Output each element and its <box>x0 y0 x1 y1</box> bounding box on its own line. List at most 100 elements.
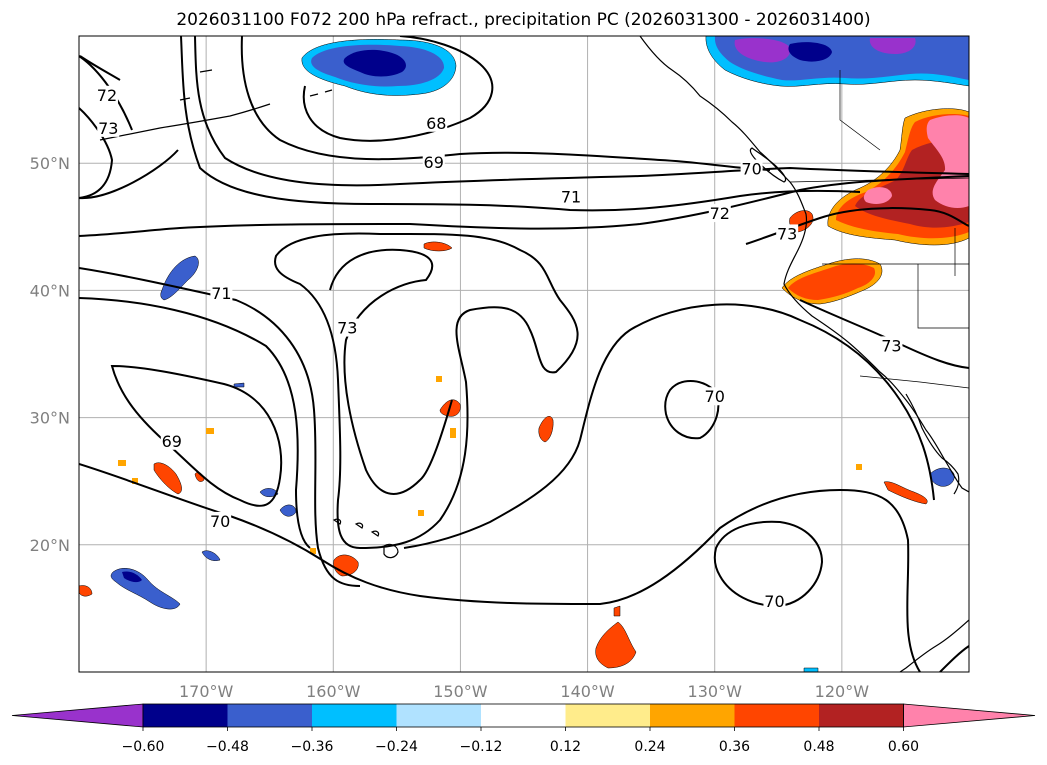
colorbar-tick-label: 0.60 <box>888 739 919 755</box>
colorbar-labels: −0.60 −0.48 −0.36 −0.24 −0.12 0.12 0.24 0.36 0.4… <box>122 727 919 755</box>
precip-negative-areas <box>110 36 969 672</box>
coast-baja <box>905 393 960 495</box>
contour-label-bg <box>703 387 726 406</box>
map-frame <box>78 35 970 673</box>
lon-tick-label: 130°W <box>688 682 743 701</box>
contour-72-west <box>79 107 114 199</box>
precip-area-central-pacific-north <box>160 255 199 301</box>
border-us-mexico <box>859 375 969 389</box>
colorbar-tick-label: 0.12 <box>550 739 581 755</box>
latitude-labels: 50°N 40°N 30°N 20°N <box>30 154 70 555</box>
colorbar-segment <box>312 704 397 727</box>
contour-label: 73 <box>337 319 357 338</box>
contour-label-bg <box>560 187 583 206</box>
precip-area-south-center-2 <box>613 605 621 617</box>
precip-area-dot-g <box>206 428 214 434</box>
precip-positive-areas <box>79 108 969 669</box>
precip-area-dot-l <box>856 464 862 470</box>
precip-area-baja <box>929 467 955 487</box>
lon-tick-label: 160°W <box>306 682 361 701</box>
colorbar-tick-label: 0.36 <box>719 739 750 755</box>
contour-label: 70 <box>705 387 725 406</box>
colorbar-segment <box>650 704 735 727</box>
precip-area-dot-k <box>418 510 424 516</box>
contour-70-southwest <box>79 463 921 672</box>
precip-area-gulf-alaska-deep <box>343 49 406 77</box>
contour-label: 68 <box>426 114 446 133</box>
map-background <box>79 36 969 672</box>
precip-area-hawaii-east-2 <box>538 416 554 443</box>
longitude-labels: 170°W 160°W 150°W 140°W 130°W 120°W <box>179 682 869 701</box>
colorbar-extend-high <box>903 703 1036 728</box>
contour-label: 72 <box>710 204 730 223</box>
colorbar-tick-label: −0.12 <box>460 739 503 755</box>
contour-label: 69 <box>424 153 444 172</box>
colorbar-tick-label: 0.48 <box>803 739 834 755</box>
contour-label: 71 <box>561 188 581 207</box>
contour-70-south-closed <box>713 520 824 608</box>
lat-tick-label: 40°N <box>30 281 70 300</box>
lat-tick-label: 20°N <box>30 536 70 555</box>
contour-label: 73 <box>881 336 901 355</box>
colorbar-tick-label: −0.60 <box>122 739 165 755</box>
contour-71-north <box>180 36 861 212</box>
precip-area-dot-e <box>118 460 126 466</box>
precip-area-nw-canada-purple-2 <box>869 38 916 54</box>
contour-label: 71 <box>211 284 231 303</box>
contour-73-inner <box>329 248 453 495</box>
lat-tick-label: 30°N <box>30 409 70 428</box>
contour-label: 73 <box>777 224 797 243</box>
contour-70-se-edge <box>939 645 969 672</box>
colorbar-extend-low <box>11 703 144 728</box>
precip-area-us-west-pink-2 <box>863 187 892 204</box>
contour-label-bg <box>336 318 359 337</box>
precip-area-dot-j <box>450 428 456 438</box>
precip-area-bottom-right <box>803 667 819 672</box>
contour-70-central <box>403 303 935 549</box>
contour-label: 73 <box>98 119 118 138</box>
colorbar-segment <box>143 704 228 727</box>
contour-label: 69 <box>162 432 182 451</box>
map-content: 72 73 68 69 70 71 72 73 71 73 73 70 69 70 70 <box>79 36 969 672</box>
colorbar-segment <box>481 704 566 727</box>
contour-70-west <box>79 297 311 549</box>
coast-hawaii <box>332 518 399 559</box>
contour-69 <box>240 36 771 171</box>
contour-label: 70 <box>210 512 230 531</box>
contour-label-bg <box>422 153 445 172</box>
contour-70-closed <box>664 380 720 440</box>
precip-area-nw-canada-deep <box>788 42 832 62</box>
contour-label: 70 <box>741 160 761 179</box>
contour-68 <box>302 36 494 142</box>
lon-tick-label: 150°W <box>433 682 488 701</box>
precip-area-dot-c <box>201 550 221 561</box>
colorbar-tick-label: −0.36 <box>291 739 334 755</box>
colorbar-tick-label: 0.24 <box>634 739 665 755</box>
contour-label-bg <box>425 113 448 132</box>
contour-70-north <box>194 36 969 187</box>
contour-label-bg <box>880 336 903 355</box>
contour-label-bg <box>763 592 786 611</box>
colorbar-segment <box>227 704 312 727</box>
colorbar-segment <box>565 704 650 727</box>
precip-area-us-west-red <box>855 140 969 228</box>
coast-mexico-south <box>899 619 969 672</box>
precip-area-hawaii-north <box>423 241 453 252</box>
precip-area-south-center <box>595 621 637 669</box>
contour-71-west <box>79 267 361 587</box>
contour-69-west <box>110 364 283 507</box>
colorbar-segment <box>396 704 481 727</box>
contour-label-bg <box>210 284 233 303</box>
contour-73-central <box>274 232 579 550</box>
lon-tick-label: 120°W <box>815 682 870 701</box>
lon-tick-label: 170°W <box>179 682 234 701</box>
precip-area-dot-a <box>259 488 279 497</box>
colorbar-tick-label: −0.48 <box>206 739 249 755</box>
contour-label: 70 <box>764 592 784 611</box>
colorbar-segment <box>734 704 819 727</box>
precip-area-dot-i <box>436 376 442 382</box>
colorbar <box>11 703 1036 728</box>
contour-labels: 72 73 68 69 70 71 72 73 71 73 73 70 69 70 70 <box>95 85 903 611</box>
contour-label-bg <box>95 85 118 104</box>
precip-area-us-west-pink <box>926 115 969 208</box>
